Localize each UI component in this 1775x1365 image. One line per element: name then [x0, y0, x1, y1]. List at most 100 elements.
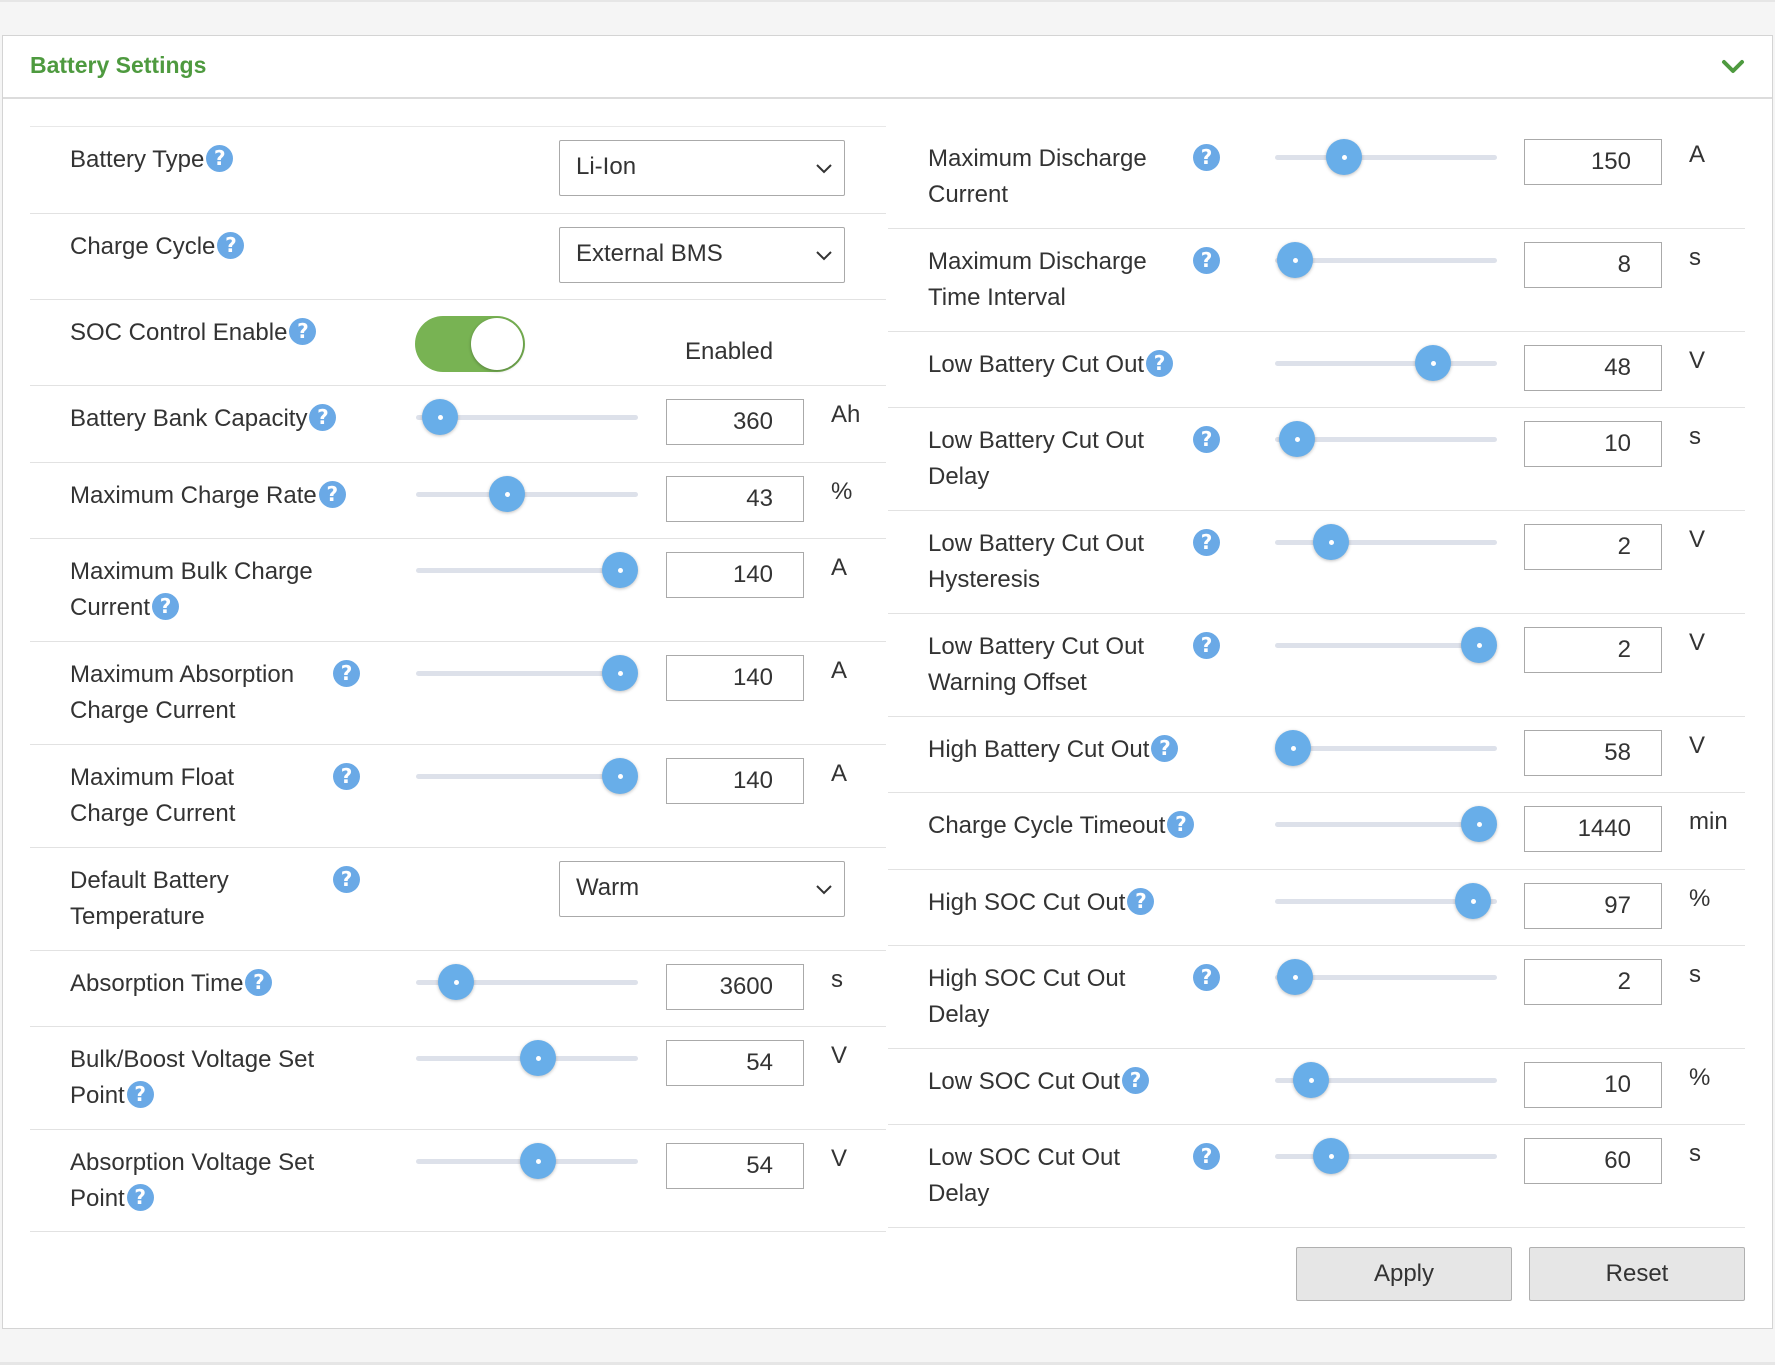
help-icon[interactable]: ? [333, 660, 360, 687]
slider-thumb[interactable] [520, 1040, 557, 1076]
apply-button[interactable]: Apply [1296, 1247, 1512, 1301]
high-battery-cut-out-input[interactable] [1524, 730, 1662, 776]
help-icon[interactable]: ? [1193, 144, 1220, 171]
low-soc-cut-out-input[interactable] [1524, 1062, 1662, 1108]
slider-thumb[interactable] [1461, 806, 1498, 842]
help-icon[interactable]: ? [152, 593, 180, 620]
help-icon[interactable]: ? [1193, 529, 1220, 556]
battery-type-select[interactable]: Li-Ion [559, 140, 845, 196]
help-icon[interactable]: ? [245, 969, 273, 996]
help-icon[interactable]: ? [1127, 888, 1155, 915]
low-soc-cut-out-delay-input[interactable] [1524, 1138, 1662, 1184]
charge-cycle-timeout-slider[interactable] [1275, 806, 1498, 842]
slider-track[interactable] [1275, 1078, 1497, 1083]
maximum-float-charge-current-slider[interactable] [416, 758, 639, 794]
high-battery-cut-out-slider[interactable] [1274, 730, 1497, 766]
help-icon[interactable]: ? [1146, 350, 1174, 377]
slider-thumb[interactable] [1414, 345, 1451, 381]
low-battery-cut-out-delay-input[interactable] [1524, 421, 1662, 467]
help-icon[interactable]: ? [1193, 247, 1220, 274]
slider-track[interactable] [1275, 643, 1497, 648]
high-soc-cut-out-delay-input[interactable] [1524, 959, 1662, 1005]
bulk-boost-voltage-set-point-slider[interactable] [416, 1040, 638, 1076]
slider-track[interactable] [1275, 899, 1497, 904]
slider-thumb[interactable] [1312, 1138, 1349, 1174]
slider-thumb[interactable] [1461, 627, 1498, 663]
low-soc-cut-out-slider[interactable] [1275, 1062, 1497, 1098]
slider-thumb[interactable] [520, 1143, 557, 1179]
slider-track[interactable] [1275, 437, 1497, 442]
help-icon[interactable]: ? [1193, 426, 1220, 453]
slider-thumb[interactable] [1279, 421, 1316, 457]
slider-thumb[interactable] [1276, 242, 1313, 278]
chevron-down-icon[interactable] [1720, 56, 1746, 78]
help-icon[interactable]: ? [309, 404, 337, 431]
slider-thumb[interactable] [1292, 1062, 1329, 1098]
slider-thumb[interactable] [437, 964, 474, 1000]
maximum-discharge-current-slider[interactable] [1275, 139, 1497, 175]
low-battery-cut-out-hysteresis-input[interactable] [1524, 524, 1662, 570]
low-battery-cut-out-warning-offset-input[interactable] [1524, 627, 1662, 673]
slider-track[interactable] [1275, 746, 1497, 751]
high-soc-cut-out-input[interactable] [1524, 883, 1662, 929]
slider-thumb[interactable] [1454, 883, 1491, 919]
slider-thumb[interactable] [602, 758, 639, 794]
help-icon[interactable]: ? [126, 1184, 154, 1211]
maximum-float-charge-current-input[interactable] [666, 758, 804, 804]
high-soc-cut-out-delay-slider[interactable] [1275, 959, 1497, 995]
default-battery-temperature-select[interactable]: Warm [559, 861, 845, 917]
help-icon[interactable]: ? [318, 481, 346, 508]
toggle-knob[interactable] [471, 318, 523, 370]
slider-thumb[interactable] [422, 399, 459, 435]
help-icon[interactable]: ? [1193, 632, 1220, 659]
low-battery-cut-out-warning-offset-slider[interactable] [1275, 627, 1498, 663]
maximum-charge-rate-input[interactable] [666, 476, 804, 522]
maximum-discharge-time-interval-slider[interactable] [1275, 242, 1497, 278]
absorption-voltage-set-point-input[interactable] [666, 1143, 804, 1189]
slider-thumb[interactable] [602, 552, 639, 588]
help-icon[interactable]: ? [217, 232, 245, 259]
maximum-absorption-charge-current-input[interactable] [666, 655, 804, 701]
charge-cycle-timeout-input[interactable] [1524, 806, 1662, 852]
help-icon[interactable]: ? [126, 1081, 154, 1108]
maximum-bulk-charge-current-input[interactable] [666, 552, 804, 598]
help-icon[interactable]: ? [333, 866, 360, 893]
battery-bank-capacity-slider[interactable] [416, 399, 638, 435]
slider-thumb[interactable] [1312, 524, 1349, 560]
slider-track[interactable] [1275, 155, 1497, 160]
absorption-time-slider[interactable] [416, 964, 638, 1000]
slider-thumb[interactable] [1276, 959, 1313, 995]
help-icon[interactable]: ? [1167, 811, 1195, 838]
help-icon[interactable]: ? [1193, 964, 1220, 991]
reset-button[interactable]: Reset [1529, 1247, 1745, 1301]
slider-track[interactable] [416, 671, 638, 676]
low-battery-cut-out-delay-slider[interactable] [1275, 421, 1497, 457]
slider-track[interactable] [416, 415, 638, 420]
slider-track[interactable] [1275, 822, 1497, 827]
soc-control-enable-toggle[interactable] [415, 316, 525, 372]
maximum-absorption-charge-current-slider[interactable] [416, 655, 639, 691]
maximum-charge-rate-slider[interactable] [416, 476, 638, 512]
slider-track[interactable] [1275, 975, 1497, 980]
help-icon[interactable]: ? [1151, 735, 1179, 762]
slider-track[interactable] [1275, 258, 1497, 263]
slider-thumb[interactable] [1325, 139, 1362, 175]
maximum-discharge-time-interval-input[interactable] [1524, 242, 1662, 288]
help-icon[interactable]: ? [333, 763, 360, 790]
maximum-bulk-charge-current-slider[interactable] [416, 552, 639, 588]
slider-thumb[interactable] [489, 476, 526, 512]
low-soc-cut-out-delay-slider[interactable] [1275, 1138, 1497, 1174]
charge-cycle-select[interactable]: External BMS [559, 227, 845, 283]
slider-track[interactable] [1275, 540, 1497, 545]
absorption-voltage-set-point-slider[interactable] [416, 1143, 638, 1179]
low-battery-cut-out-slider[interactable] [1275, 345, 1497, 381]
slider-thumb[interactable] [602, 655, 639, 691]
slider-track[interactable] [416, 492, 638, 497]
slider-track[interactable] [416, 568, 638, 573]
high-soc-cut-out-slider[interactable] [1275, 883, 1497, 919]
slider-thumb[interactable] [1274, 730, 1311, 766]
battery-bank-capacity-input[interactable] [666, 399, 804, 445]
maximum-discharge-current-input[interactable] [1524, 139, 1662, 185]
slider-track[interactable] [1275, 361, 1497, 366]
help-icon[interactable]: ? [1193, 1143, 1220, 1170]
